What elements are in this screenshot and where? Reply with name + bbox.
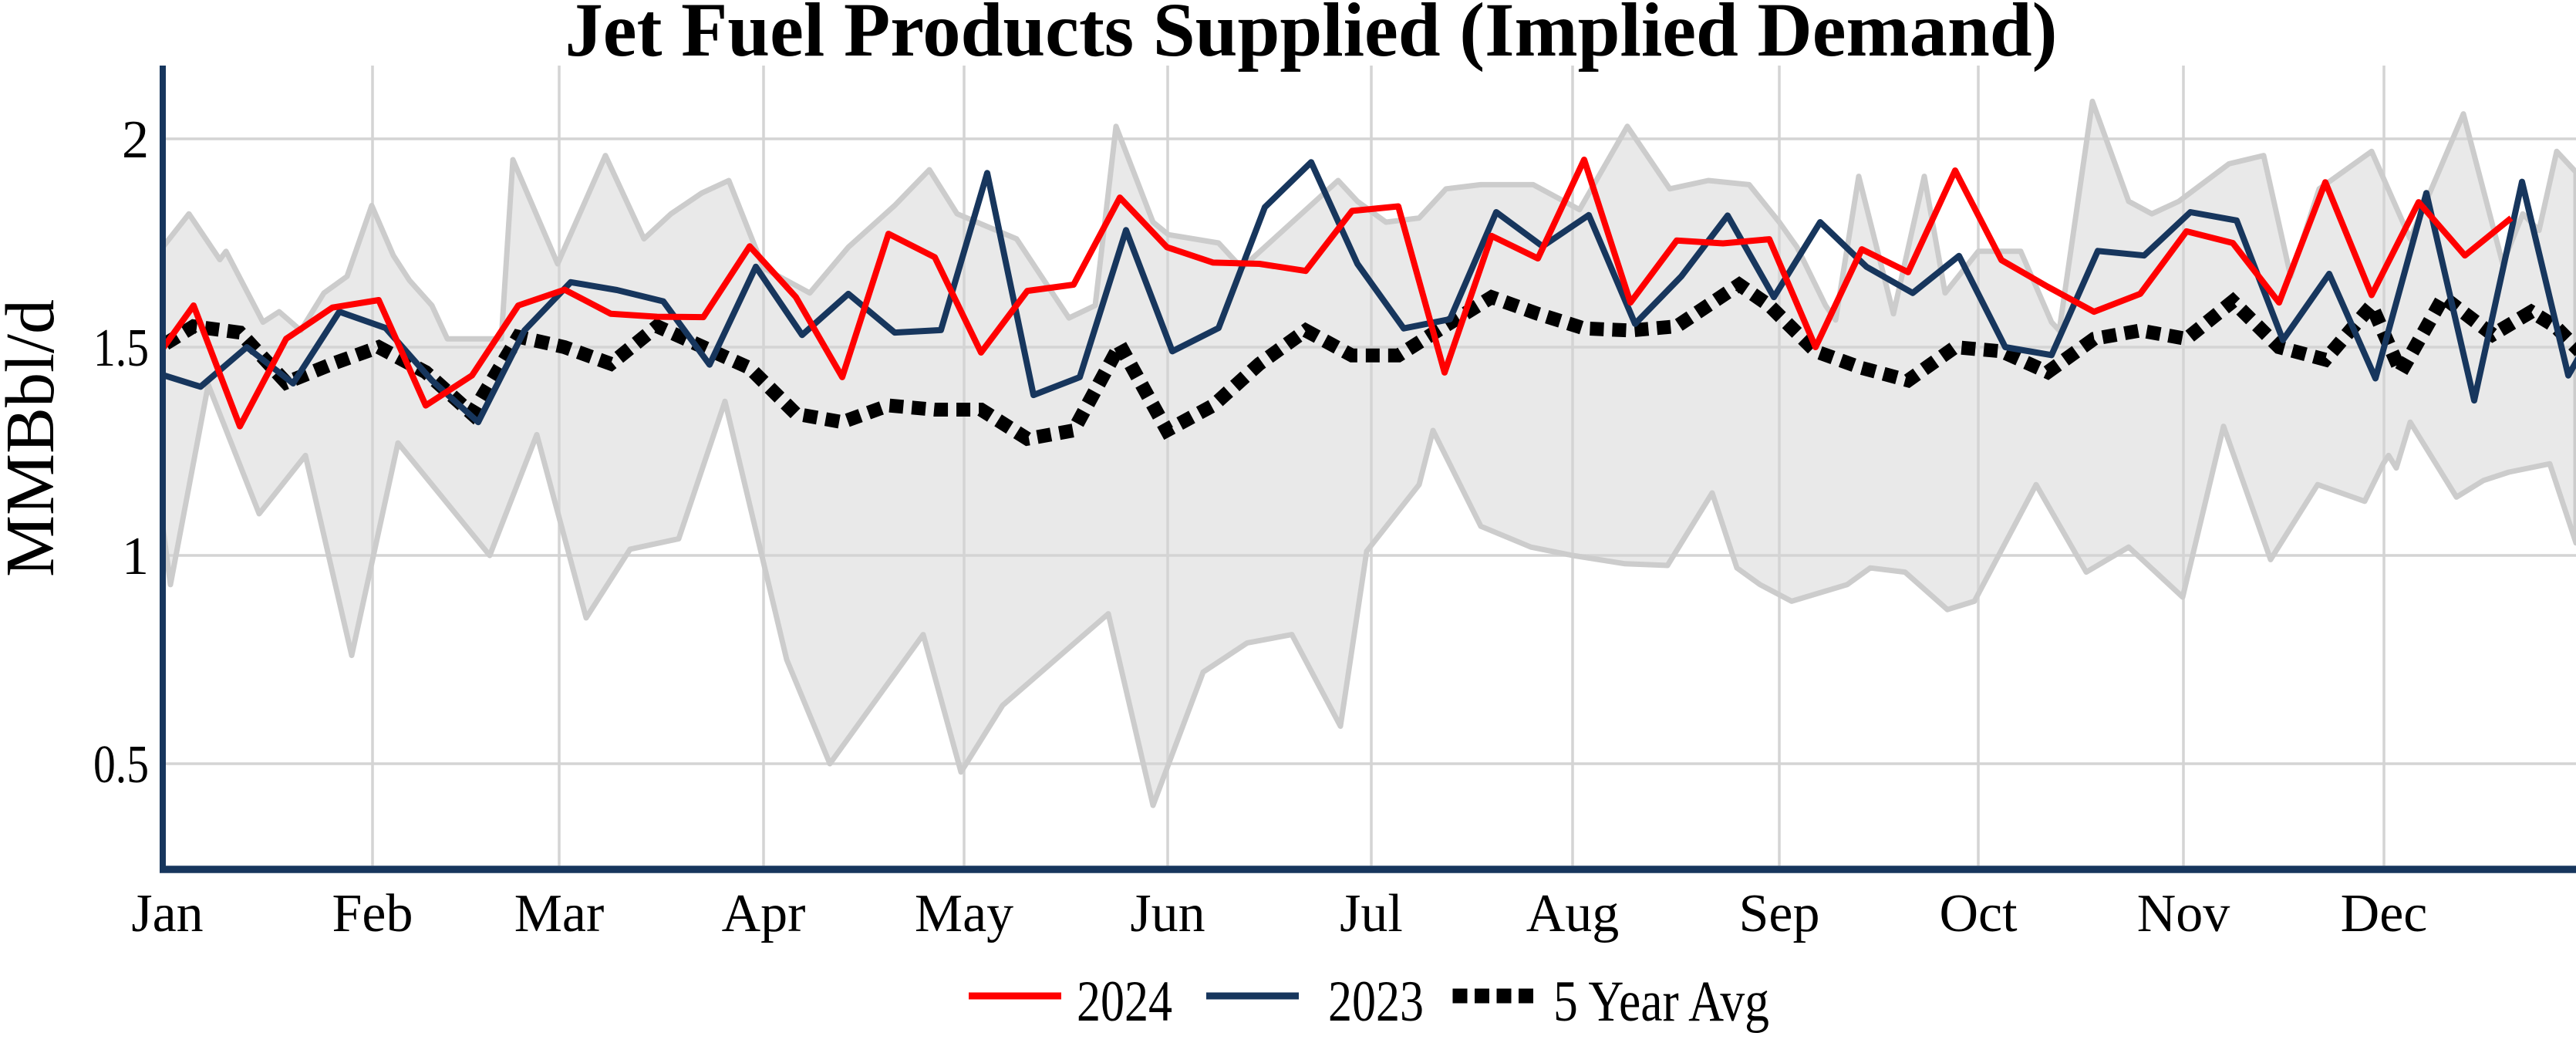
svg-text:MMBbl/d: MMBbl/d xyxy=(0,299,69,577)
svg-text:2: 2 xyxy=(122,110,149,170)
svg-text:Jun: Jun xyxy=(1130,884,1205,943)
svg-text:1: 1 xyxy=(122,527,149,586)
svg-text:May: May xyxy=(915,884,1013,943)
svg-text:Apr: Apr xyxy=(722,884,806,943)
svg-text:Feb: Feb xyxy=(332,884,413,943)
svg-text:Jet Fuel Products Supplied (Im: Jet Fuel Products Supplied (Implied Dema… xyxy=(565,0,2058,73)
svg-text:Nov: Nov xyxy=(2137,884,2230,943)
svg-text:5 Year Avg: 5 Year Avg xyxy=(1553,970,1769,1034)
svg-text:Jan: Jan xyxy=(131,884,203,943)
svg-text:2023: 2023 xyxy=(1328,970,1424,1034)
svg-text:Jul: Jul xyxy=(1340,884,1403,943)
svg-text:Mar: Mar xyxy=(514,884,605,943)
svg-text:Oct: Oct xyxy=(1939,884,2018,943)
svg-text:2024: 2024 xyxy=(1077,970,1172,1034)
svg-text:1.5: 1.5 xyxy=(93,319,149,378)
svg-text:0.5: 0.5 xyxy=(93,735,149,795)
svg-text:Aug: Aug xyxy=(1526,884,1620,943)
svg-text:Sep: Sep xyxy=(1739,884,1820,943)
svg-text:Dec: Dec xyxy=(2341,884,2428,943)
